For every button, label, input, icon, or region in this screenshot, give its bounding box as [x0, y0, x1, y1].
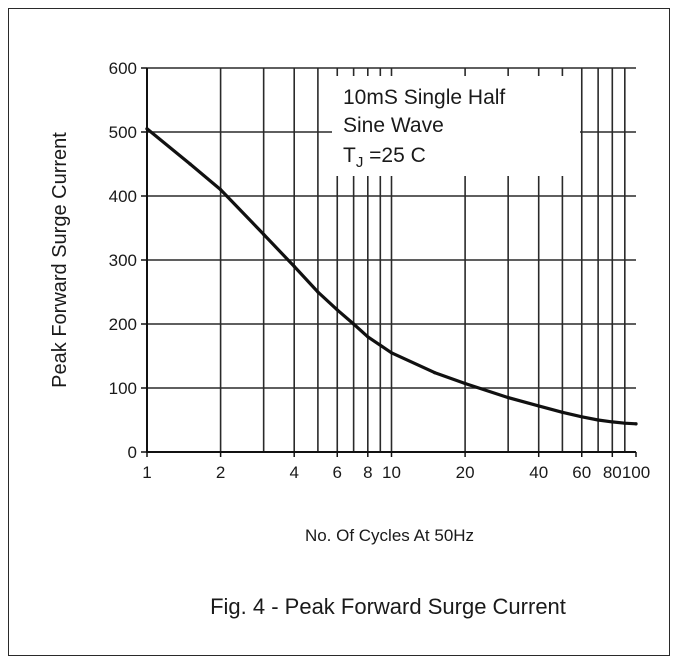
data-point	[219, 188, 223, 192]
data-point	[596, 418, 600, 422]
x-tick-label: 80	[603, 463, 622, 482]
data-point	[560, 410, 564, 414]
x-tick-label: 40	[529, 463, 548, 482]
x-tick-label: 1	[142, 463, 151, 482]
x-tick-label: 4	[289, 463, 298, 482]
series-line	[145, 127, 638, 426]
data-point	[634, 422, 638, 426]
data-point	[292, 264, 296, 268]
data-point	[537, 404, 541, 408]
data-point	[506, 396, 510, 400]
y-tick-label: 400	[109, 187, 137, 206]
data-point	[610, 420, 614, 424]
data-point	[262, 232, 266, 236]
tj-value: =25 C	[363, 144, 425, 167]
y-tick-label: 200	[109, 315, 137, 334]
x-tick-labels: 1 2 4 6 8 10 20 40 60 80 100	[142, 452, 650, 482]
data-point	[432, 371, 437, 375]
y-axis-label: Peak Forward Surge Current	[49, 132, 71, 388]
tj-symbol: T	[343, 144, 356, 167]
data-point	[145, 127, 149, 131]
annotation-tj: TJ =25 C	[343, 144, 426, 171]
figure-caption: Fig. 4 - Peak Forward Surge Current	[210, 594, 566, 619]
data-point	[366, 335, 370, 339]
y-tick-label: 600	[109, 59, 137, 78]
data-point	[623, 421, 627, 425]
data-point	[316, 290, 320, 294]
y-tick-labels: 0 100 200 300 400 500 600	[109, 59, 147, 462]
data-point	[335, 308, 339, 312]
x-tick-label: 20	[456, 463, 475, 482]
x-tick-label: 2	[216, 463, 225, 482]
data-point	[352, 322, 356, 326]
x-tick-label: 100	[622, 463, 650, 482]
y-tick-label: 300	[109, 251, 137, 270]
y-tick-label: 100	[109, 379, 137, 398]
x-tick-label: 10	[382, 463, 401, 482]
figure-frame	[8, 8, 670, 656]
annotation-line-1: 10mS Single Half	[343, 86, 505, 109]
tj-subscript: J	[356, 154, 364, 171]
y-tick-label: 0	[128, 443, 137, 462]
x-tick-label: 8	[363, 463, 372, 482]
data-point	[389, 351, 394, 355]
data-point	[463, 381, 467, 386]
data-point	[188, 162, 192, 166]
y-tick-label: 500	[109, 123, 137, 142]
series-layer	[145, 127, 638, 426]
annotation-line-2: Sine Wave	[343, 114, 444, 137]
annotation-background	[332, 76, 580, 176]
x-axis-label: No. Of Cycles At 50Hz	[305, 526, 474, 545]
x-tick-label: 6	[333, 463, 342, 482]
data-point	[580, 415, 584, 419]
annotation: 10mS Single Half Sine Wave TJ =25 C	[332, 76, 580, 176]
x-tick-label: 60	[572, 463, 591, 482]
